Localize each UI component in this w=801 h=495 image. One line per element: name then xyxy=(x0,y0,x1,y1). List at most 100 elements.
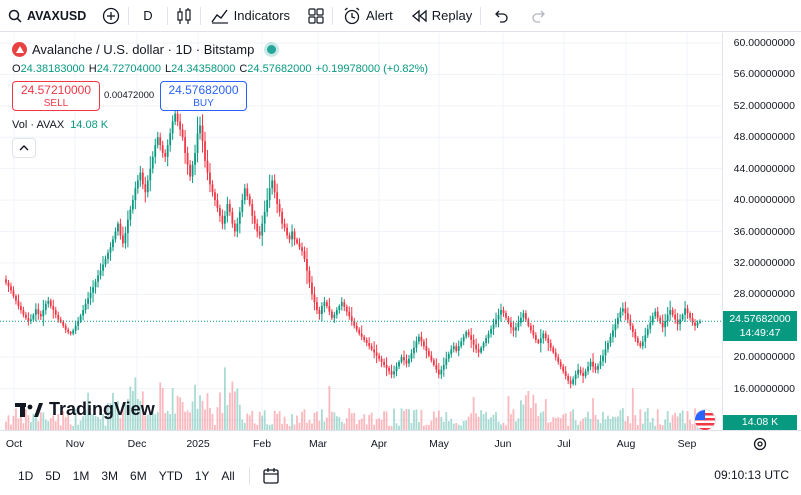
candle-body xyxy=(291,231,293,240)
volume-bar xyxy=(547,422,550,430)
volume-bar xyxy=(256,424,259,430)
candle-body xyxy=(572,379,575,384)
candle-body xyxy=(691,317,694,323)
candle-body xyxy=(156,137,159,146)
calendar-icon xyxy=(263,467,279,484)
chart-type-button[interactable] xyxy=(168,0,200,32)
bar-countdown: 14:49:47 xyxy=(739,327,781,339)
candle-body xyxy=(176,113,179,122)
undo-button[interactable] xyxy=(481,0,521,32)
price-tick-label: 36.00000000 xyxy=(733,225,795,238)
volume-bar xyxy=(258,411,261,430)
candle-body xyxy=(455,346,458,351)
volume-bar xyxy=(7,415,10,430)
price-scale[interactable]: 60.00000000 56.00000000 52.00000000 48.0000… xyxy=(722,33,801,430)
candle-body xyxy=(253,215,256,224)
volume-legend[interactable]: Vol · AVAX 14.08 K xyxy=(12,119,108,131)
volume-bar xyxy=(378,418,381,430)
alert-button[interactable]: Alert xyxy=(333,0,403,32)
volume-bar xyxy=(418,422,420,430)
volume-bar xyxy=(395,423,398,430)
candle-body xyxy=(654,311,657,317)
change-value: +0.19978000 (+0.82%) xyxy=(315,63,429,75)
range-button-6m[interactable]: 6M xyxy=(130,468,147,483)
layouts-button[interactable] xyxy=(300,0,332,32)
us-flag-icon[interactable] xyxy=(694,409,716,431)
replay-button[interactable]: Replay xyxy=(403,0,480,32)
candle-body xyxy=(487,333,490,339)
settings-gear-icon[interactable] xyxy=(752,436,768,452)
candle-body xyxy=(430,355,433,361)
range-button-5d[interactable]: 5D xyxy=(45,468,61,483)
range-button-all[interactable]: All xyxy=(221,468,235,483)
candle-body xyxy=(696,322,699,326)
volume-bar xyxy=(380,419,383,430)
candle-body xyxy=(44,303,47,311)
volume-bar xyxy=(363,414,366,430)
candle-body xyxy=(69,332,72,334)
price-chart[interactable] xyxy=(0,33,722,430)
top-toolbar: AVAXUSD D Indicators Alert Replay xyxy=(0,0,801,32)
candle-body xyxy=(410,353,413,359)
collapse-legend-button[interactable] xyxy=(12,138,36,158)
candle-body xyxy=(94,281,97,288)
interval-button[interactable]: D xyxy=(129,0,166,32)
volume-bar xyxy=(437,410,440,430)
volume-bar xyxy=(288,425,291,430)
candle-body xyxy=(544,333,547,339)
volume-bar xyxy=(176,395,179,430)
symbol-search-button[interactable]: AVAXUSD xyxy=(0,0,94,32)
candle-body xyxy=(42,310,45,317)
last-price-tag: 24.57682000 14:49:47 xyxy=(723,311,797,341)
candle-body xyxy=(333,314,336,318)
volume-bar xyxy=(467,416,470,430)
date-range-button[interactable] xyxy=(258,467,284,485)
candle-body xyxy=(492,324,495,329)
toolbar-divider xyxy=(332,6,334,25)
volume-bar xyxy=(599,423,602,430)
utc-clock[interactable]: 09:10:13 UTC xyxy=(714,468,789,482)
volume-bar xyxy=(594,414,597,430)
volume-bar xyxy=(432,411,435,430)
volume-bar xyxy=(74,409,77,430)
range-button-3m[interactable]: 3M xyxy=(101,468,119,483)
sell-button[interactable]: 24.57210000 SELL xyxy=(12,81,100,111)
volume-bar xyxy=(462,420,465,430)
candle-body xyxy=(258,231,261,236)
candle-body xyxy=(338,306,341,311)
redo-button[interactable] xyxy=(521,0,557,32)
volume-bar xyxy=(679,412,682,430)
volume-bar xyxy=(579,421,582,430)
candle-body xyxy=(169,133,172,146)
range-button-1d[interactable]: 1D xyxy=(18,468,34,483)
toolbar-divider xyxy=(480,6,482,25)
volume-bar xyxy=(619,410,622,430)
range-button-1m[interactable]: 1M xyxy=(72,468,90,483)
candle-body xyxy=(368,343,371,347)
volume-bar xyxy=(283,416,286,430)
compare-symbol-button[interactable] xyxy=(94,0,128,32)
candle-body xyxy=(271,180,274,189)
candle-body xyxy=(151,156,154,169)
volume-bar xyxy=(328,386,331,430)
range-button-1y[interactable]: 1Y xyxy=(194,468,210,483)
chart-pane[interactable] xyxy=(0,33,722,430)
candle-body xyxy=(534,335,537,340)
bottom-toolbar: 1D 5D 1M 3M 6M YTD 1Y All 09:10:13 UTC xyxy=(0,456,801,495)
indicators-button[interactable]: Indicators xyxy=(201,0,300,32)
candle-body xyxy=(335,310,338,315)
volume-bar xyxy=(126,399,129,430)
buy-button[interactable]: 24.57682000 BUY xyxy=(160,81,247,111)
candle-body xyxy=(564,371,567,377)
tradingview-logo[interactable]: TradingView xyxy=(15,399,155,420)
candle-body xyxy=(273,180,276,193)
time-scale[interactable]: Oct Nov Dec 2025 Feb Mar Apr May Jun Jul Aug Sep xyxy=(0,430,801,456)
volume-bar xyxy=(671,415,674,430)
volume-bar xyxy=(333,412,336,430)
range-button-ytd[interactable]: YTD xyxy=(158,468,183,483)
candle-body xyxy=(209,172,211,185)
candle-body xyxy=(196,133,199,153)
symbol-legend[interactable]: Avalanche / U.S. dollar · 1D · Bitstamp xyxy=(12,42,277,57)
candle-body xyxy=(263,211,266,224)
candle-body xyxy=(134,188,137,201)
